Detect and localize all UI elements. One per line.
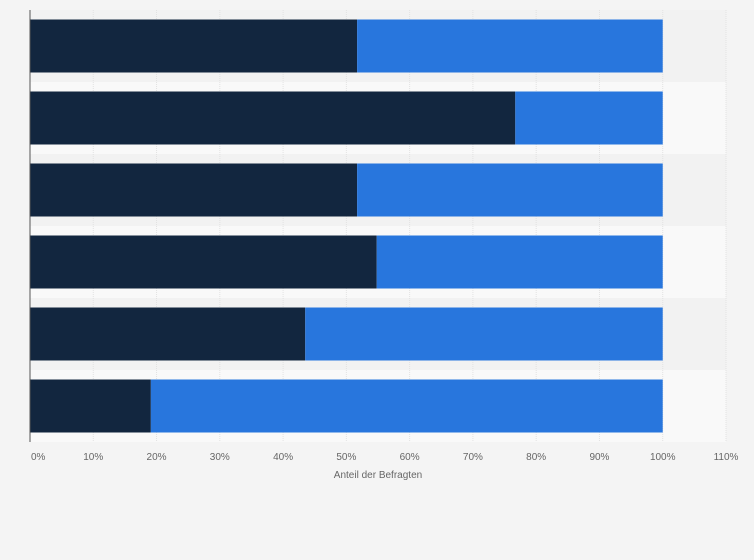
- bar-series-2: [376, 235, 663, 289]
- bar-series-1: [30, 91, 516, 145]
- bar-series-2: [150, 379, 663, 433]
- x-tick-label: 110%: [714, 452, 739, 463]
- bar-series-1: [30, 19, 358, 73]
- bar-series-2: [515, 91, 663, 145]
- x-tick-label: 50%: [336, 452, 356, 463]
- x-tick-label: 40%: [273, 452, 293, 463]
- x-tick-label: 70%: [463, 452, 483, 463]
- x-tick-label: 100%: [650, 452, 676, 463]
- bar-series-1: [30, 307, 306, 361]
- bar-series-1: [30, 163, 358, 217]
- x-tick-label: 80%: [526, 452, 546, 463]
- bars: [30, 19, 663, 433]
- x-axis-title: Anteil der Befragten: [334, 470, 422, 481]
- x-tick-label: 60%: [400, 452, 420, 463]
- x-tick-label: 30%: [210, 452, 230, 463]
- x-tick-label: 0%: [31, 452, 46, 463]
- x-tick-label: 10%: [83, 452, 103, 463]
- x-tick-label: 90%: [589, 452, 609, 463]
- bar-series-1: [30, 379, 151, 433]
- bar-series-2: [357, 19, 663, 73]
- bar-series-1: [30, 235, 377, 289]
- row-bands: [30, 10, 726, 442]
- x-tick-label: 20%: [147, 452, 167, 463]
- gridlines: [92, 10, 727, 442]
- bar-series-2: [357, 163, 663, 217]
- bar-series-2: [305, 307, 663, 361]
- x-axis-ticks: 0% 10% 20% 30% 40% 50% 60% 70% 80% 90% 100% 110%: [31, 452, 739, 463]
